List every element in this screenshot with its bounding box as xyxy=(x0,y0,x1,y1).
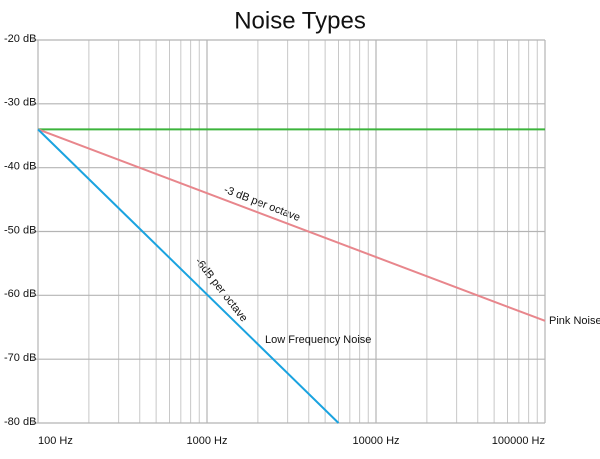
series-label: Low Frequency Noise xyxy=(265,334,371,346)
series-line xyxy=(37,128,340,424)
y-tick-label: -20 dB xyxy=(4,33,36,45)
x-tick-label: 10000 Hz xyxy=(352,435,399,447)
y-tick-label: -80 dB xyxy=(4,416,36,428)
series-label: Pink Noise xyxy=(549,315,600,327)
y-tick-label: -50 dB xyxy=(4,224,36,236)
y-tick-label: -70 dB xyxy=(4,352,36,364)
chart-title: Noise Types xyxy=(234,7,366,34)
y-tick-label: -60 dB xyxy=(4,288,36,300)
series-line xyxy=(37,128,546,322)
y-tick-label: -40 dB xyxy=(4,161,36,173)
x-tick-label: 100 Hz xyxy=(38,435,73,447)
y-tick-label: -30 dB xyxy=(4,97,36,109)
x-tick-label: 1000 Hz xyxy=(187,435,228,447)
x-tick-label: 100000 Hz xyxy=(492,435,545,447)
